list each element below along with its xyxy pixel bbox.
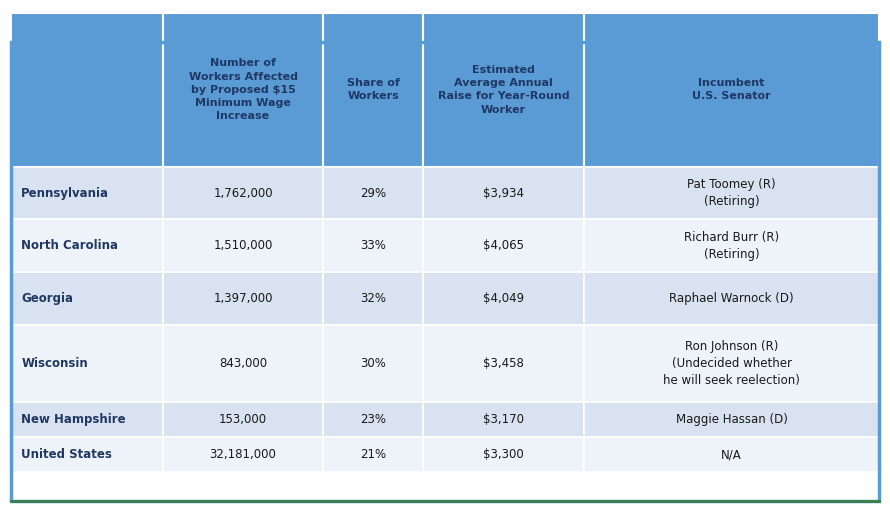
Bar	[11, 402, 163, 437]
Text: Share of
Workers: Share of Workers	[347, 78, 400, 101]
Bar	[163, 167, 323, 219]
Bar	[163, 13, 323, 167]
Text: North Carolina: North Carolina	[21, 240, 118, 252]
Text: $3,458: $3,458	[483, 357, 524, 370]
Text: 843,000: 843,000	[219, 357, 267, 370]
Text: Richard Burr (R)
(Retiring): Richard Burr (R) (Retiring)	[684, 231, 780, 261]
Bar	[424, 13, 584, 167]
Bar	[584, 272, 879, 325]
Text: $3,300: $3,300	[483, 448, 524, 461]
Bar	[584, 167, 879, 219]
Bar	[424, 167, 584, 219]
Text: $4,065: $4,065	[483, 240, 524, 252]
Text: Estimated
Average Annual
Raise for Year-Round
Worker: Estimated Average Annual Raise for Year-…	[438, 65, 570, 115]
Bar	[163, 219, 323, 272]
Bar	[11, 437, 163, 472]
Text: 153,000: 153,000	[219, 413, 267, 426]
Bar	[163, 325, 323, 402]
Bar	[584, 13, 879, 167]
Bar	[11, 42, 879, 501]
Bar	[584, 219, 879, 272]
Text: 29%: 29%	[360, 187, 386, 199]
Text: 1,510,000: 1,510,000	[214, 240, 272, 252]
Bar	[424, 437, 584, 472]
Text: New Hampshire: New Hampshire	[21, 413, 126, 426]
Text: 30%: 30%	[360, 357, 386, 370]
Bar	[424, 325, 584, 402]
Bar	[11, 13, 163, 167]
Bar	[163, 272, 323, 325]
Bar	[584, 402, 879, 437]
Text: United States: United States	[21, 448, 112, 461]
Text: 1,762,000: 1,762,000	[214, 187, 273, 199]
Text: Wisconsin: Wisconsin	[21, 357, 88, 370]
Text: 1,397,000: 1,397,000	[214, 292, 273, 305]
Bar	[11, 219, 163, 272]
Text: Pennsylvania: Pennsylvania	[21, 187, 109, 199]
Bar	[11, 325, 163, 402]
Bar	[584, 437, 879, 472]
Text: Georgia: Georgia	[21, 292, 73, 305]
Text: 23%: 23%	[360, 413, 386, 426]
Text: N/A: N/A	[721, 448, 742, 461]
Bar	[323, 402, 424, 437]
Text: Incumbent
U.S. Senator: Incumbent U.S. Senator	[692, 78, 771, 101]
Bar	[424, 272, 584, 325]
Bar	[163, 402, 323, 437]
Text: $3,170: $3,170	[483, 413, 524, 426]
Text: $3,934: $3,934	[483, 187, 524, 199]
Text: Raphael Warnock (D): Raphael Warnock (D)	[669, 292, 794, 305]
Bar	[424, 219, 584, 272]
Bar	[323, 167, 424, 219]
Bar	[323, 325, 424, 402]
Bar	[323, 219, 424, 272]
Bar	[11, 272, 163, 325]
Bar	[584, 325, 879, 402]
Text: Pat Toomey (R)
(Retiring): Pat Toomey (R) (Retiring)	[687, 178, 776, 208]
Bar	[11, 167, 163, 219]
Text: Ron Johnson (R)
(Undecided whether
he will seek reelection): Ron Johnson (R) (Undecided whether he wi…	[663, 340, 800, 387]
Text: $4,049: $4,049	[483, 292, 524, 305]
Bar	[424, 402, 584, 437]
Text: 32,181,000: 32,181,000	[210, 448, 277, 461]
Bar	[323, 272, 424, 325]
Bar	[323, 13, 424, 167]
Bar	[163, 437, 323, 472]
Text: 32%: 32%	[360, 292, 386, 305]
Bar	[323, 437, 424, 472]
Text: Maggie Hassan (D): Maggie Hassan (D)	[676, 413, 788, 426]
Text: 33%: 33%	[360, 240, 386, 252]
Text: Number of
Workers Affected
by Proposed $15
Minimum Wage
Increase: Number of Workers Affected by Proposed $…	[189, 59, 297, 121]
Text: 21%: 21%	[360, 448, 386, 461]
